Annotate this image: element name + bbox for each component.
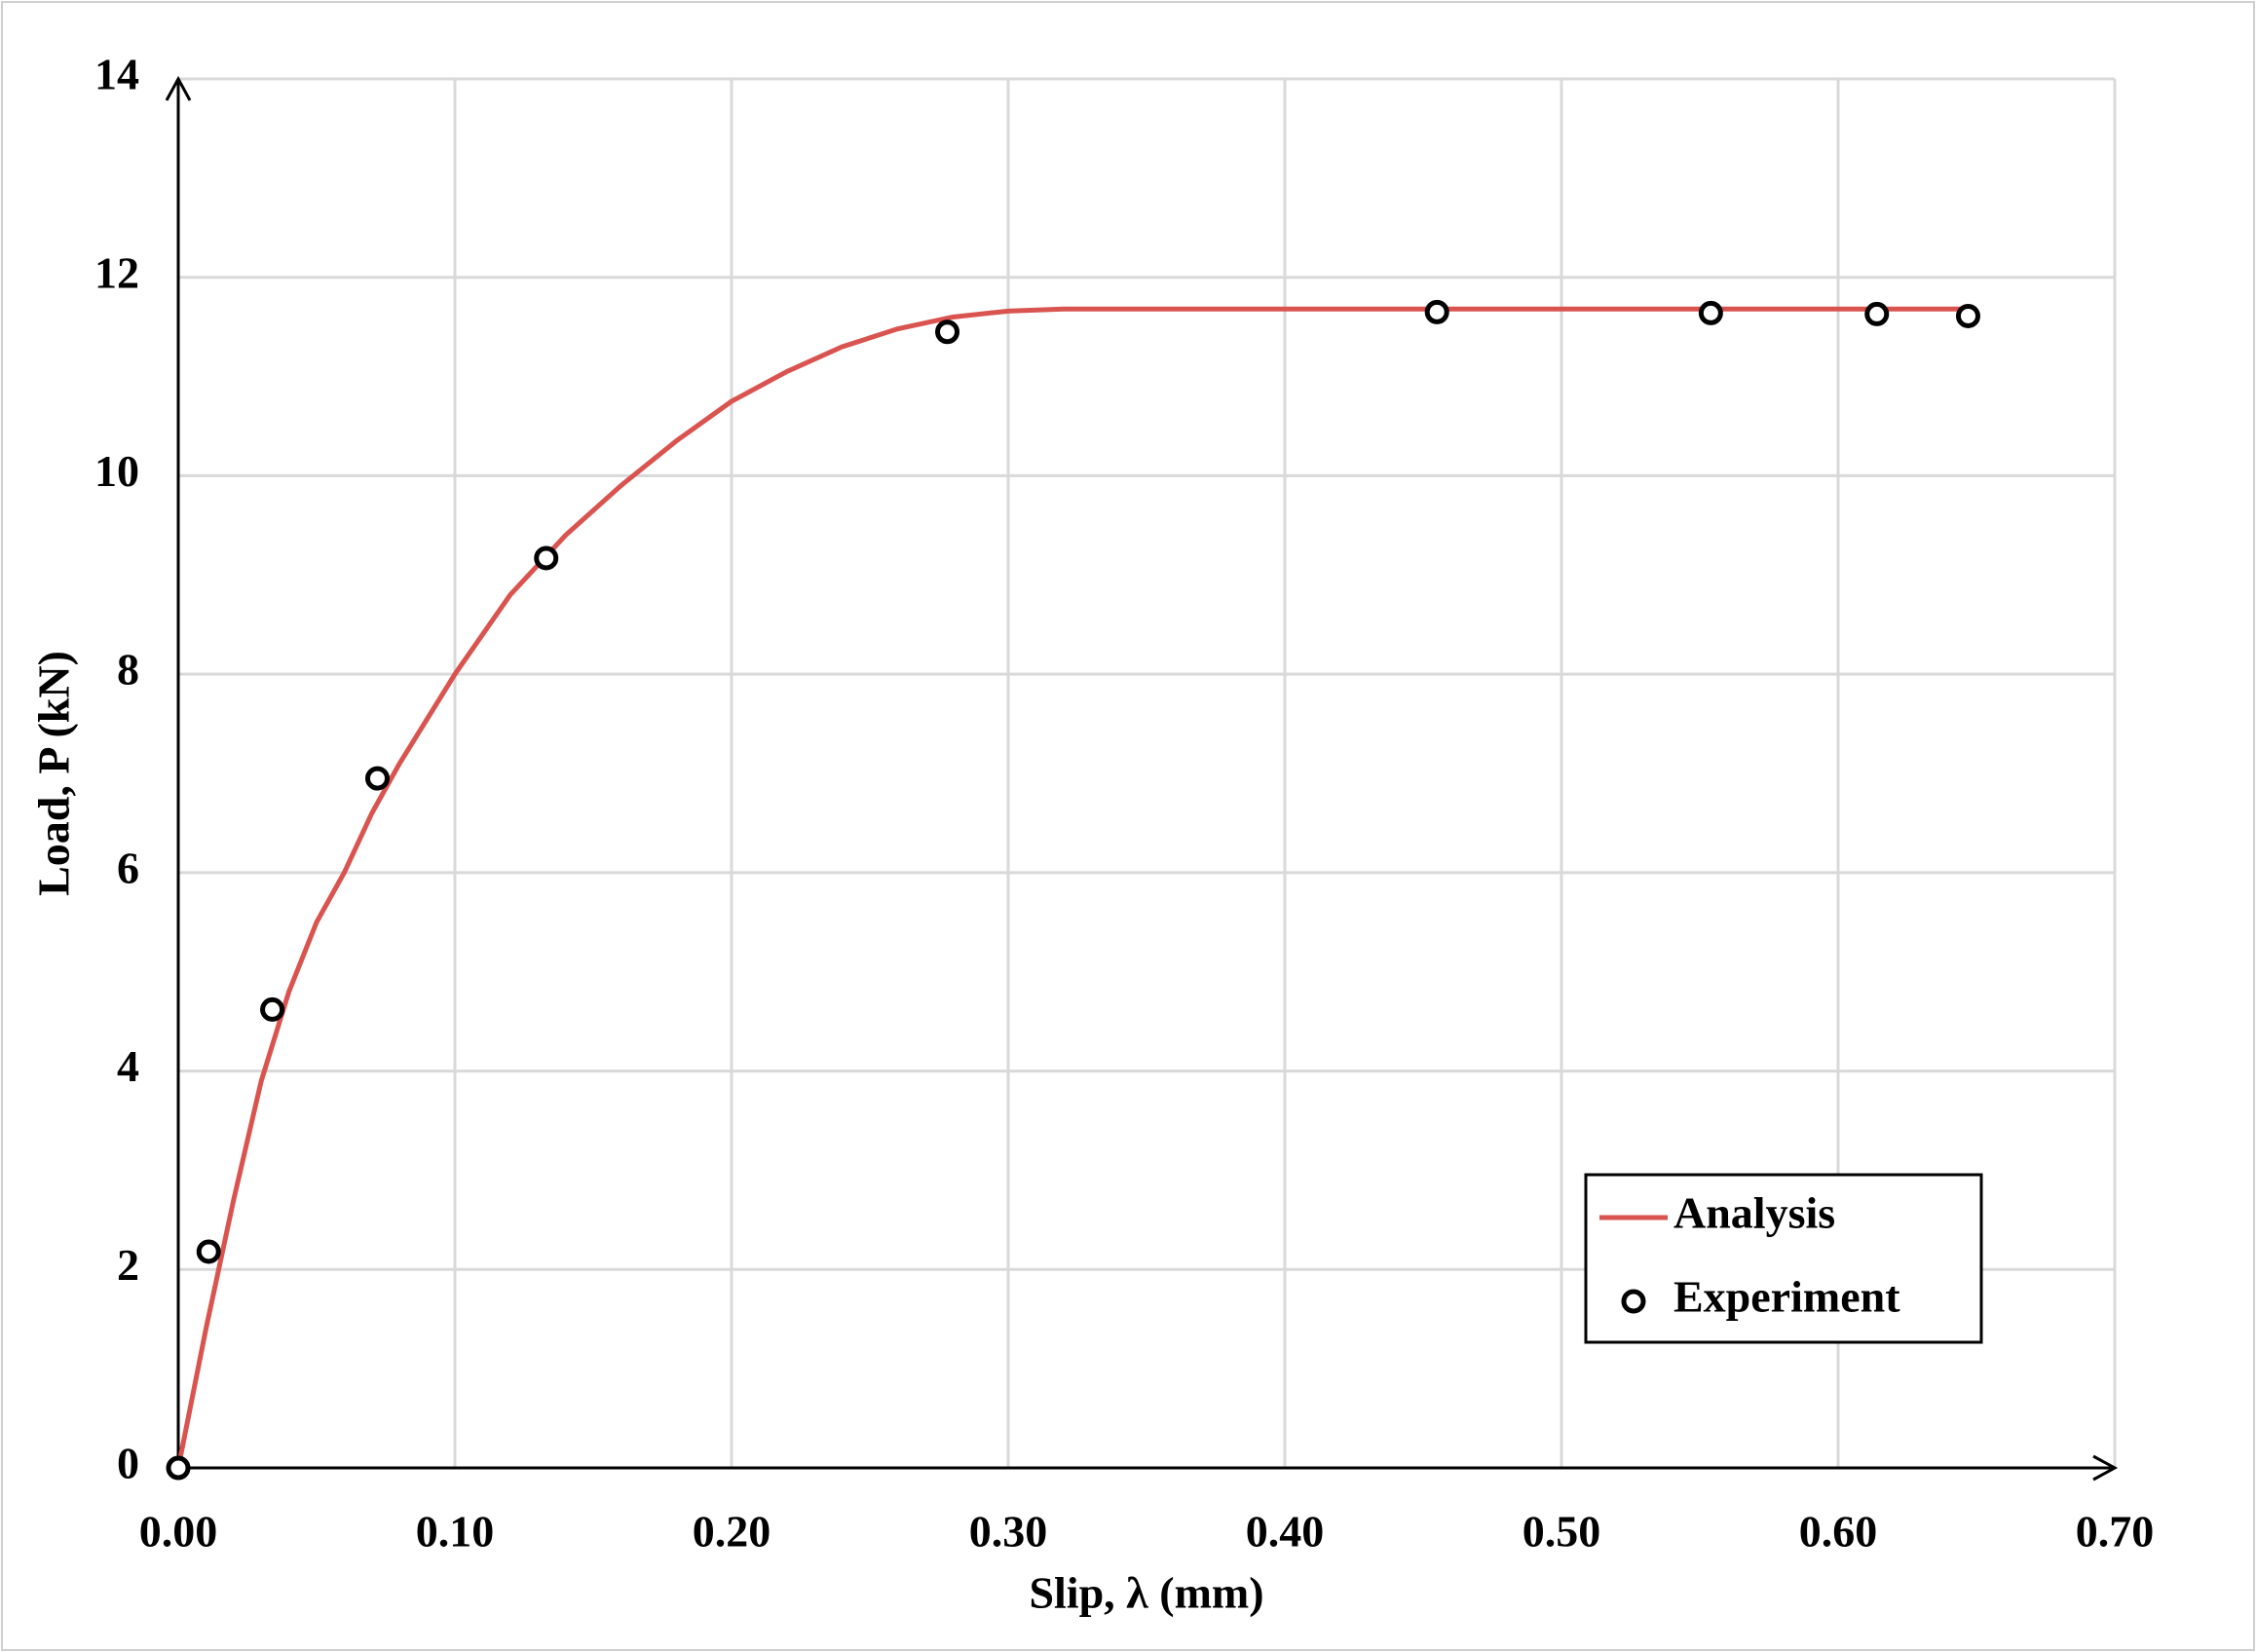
x-tick-label: 0.50 (1523, 1507, 1601, 1557)
data-point (364, 766, 390, 791)
x-arrow (2092, 1454, 2119, 1482)
analysis-line (175, 306, 1976, 1469)
x-tick-label: 0.10 (416, 1507, 495, 1557)
legend-marker (1621, 1289, 1646, 1314)
x-tick-label: 0.70 (2076, 1507, 2155, 1557)
data-point (1698, 300, 1723, 325)
legend-label: Analysis (1673, 1188, 1835, 1238)
y-tick-label: 8 (117, 645, 139, 695)
y-tick-label: 6 (117, 843, 139, 892)
data-point (1864, 301, 1890, 326)
data-point (1424, 299, 1449, 324)
data-point (260, 996, 285, 1022)
y-tick-label: 2 (117, 1240, 139, 1290)
x-tick-label: 0.20 (693, 1507, 771, 1557)
y-tick-label: 0 (117, 1439, 139, 1488)
y-arrow (165, 75, 192, 101)
data-point (534, 545, 559, 571)
y-axis-label: Load, P (kN) (29, 651, 79, 896)
y-tick-label: 4 (117, 1041, 139, 1091)
data-point (166, 1455, 191, 1481)
legend-label: Experiment (1673, 1272, 1900, 1322)
x-tick-label: 0.40 (1246, 1507, 1325, 1557)
y-tick-label: 14 (94, 50, 139, 99)
x-axis-label: Slip, λ (mm) (1029, 1568, 1263, 1618)
data-point (935, 319, 960, 345)
x-tick-label: 0.30 (969, 1507, 1048, 1557)
legend-box (1584, 1173, 1983, 1344)
y-tick-label: 12 (94, 247, 139, 297)
data-point (196, 1239, 221, 1264)
x-tick-label: 0.00 (139, 1507, 218, 1557)
data-point (1955, 303, 1980, 328)
y-tick-label: 10 (94, 446, 139, 496)
x-tick-label: 0.60 (1799, 1507, 1878, 1557)
